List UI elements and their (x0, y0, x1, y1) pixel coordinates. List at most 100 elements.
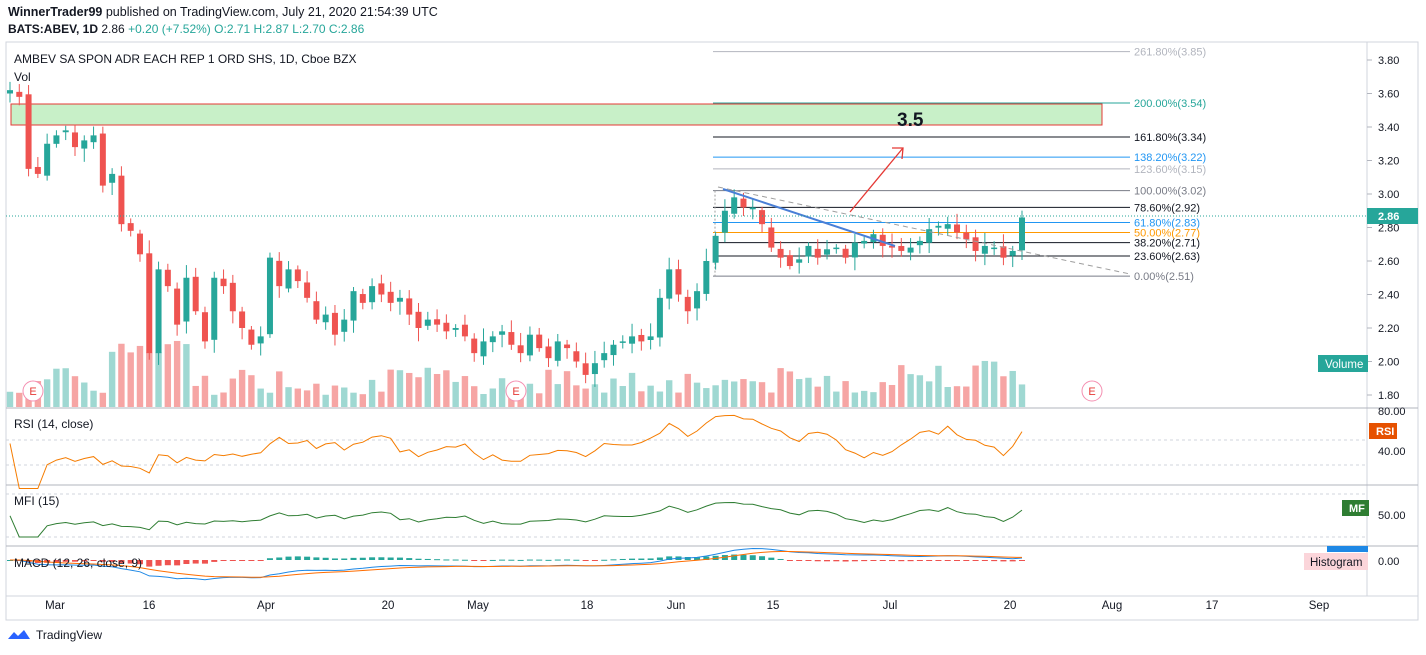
macd-histogram-bar (786, 560, 793, 561)
candle-body (146, 253, 153, 354)
price-axis[interactable]: 3.80 3.60 3.40 3.20 3.00 2.80 2.60 2.40 2.20 2.00… (1367, 55, 1399, 402)
price-tick-label: 3.00 (1378, 189, 1399, 201)
rsi-line (9, 414, 1023, 489)
fib-level-label: 38.20%(2.71) (1134, 238, 1200, 250)
resistance-zone-box[interactable] (10, 103, 1103, 126)
volume-bar (638, 391, 645, 407)
volume-bar (359, 394, 367, 407)
macd-histogram-bar (759, 556, 766, 560)
volume-bar (740, 379, 747, 407)
macd-histogram-bar (257, 560, 264, 561)
fib-retracement[interactable]: 261.80%(3.85) 200.00%(3.54) 161.80%(3.34) 1… (713, 47, 1206, 283)
mfi-label[interactable]: MFI (15) (14, 494, 60, 508)
ohlc-values: O:2.71 H:2.87 L:2.70 C:2.86 (214, 22, 365, 36)
macd-histogram-bar (266, 558, 273, 560)
candle-body (127, 223, 134, 231)
volume-bar (108, 351, 116, 407)
macd-histogram-bar (229, 560, 236, 561)
macd-histogram-bar (777, 558, 784, 560)
footer-brand-text: TradingView (36, 628, 103, 642)
candle-body (629, 336, 636, 344)
candle-body (387, 291, 394, 303)
candle-body (554, 341, 561, 361)
macd-histogram-bar (109, 560, 116, 562)
dashed-trend-line[interactable] (717, 186, 1131, 275)
volume-bar (879, 382, 886, 407)
volume-bar (43, 379, 51, 407)
rsi-tag-bg (1369, 423, 1397, 439)
macd-histogram-bar (619, 558, 626, 560)
macd-label[interactable]: MACD (12, 26, close, 9) (14, 556, 143, 570)
candle-body (322, 314, 329, 323)
volume-bar (582, 388, 589, 407)
candle-body (1009, 250, 1016, 256)
volume-bar (851, 392, 859, 407)
macd-histogram-bar (461, 559, 468, 561)
earnings-marker-icon (22, 380, 44, 402)
volume-bar (1000, 376, 1007, 407)
candle-body (647, 336, 654, 341)
candle-body (981, 245, 988, 254)
volume-bar (452, 381, 459, 407)
target-annotation[interactable]: 3.5 (897, 110, 924, 131)
candle-body (1019, 217, 1025, 251)
volume-bar (805, 377, 812, 407)
volume-bar (786, 371, 794, 407)
blue-trend-line[interactable] (722, 188, 896, 247)
volume-bar (795, 379, 803, 407)
fib-level-label: 161.80%(3.34) (1134, 132, 1206, 144)
candle-body (786, 255, 793, 267)
mfi-tag: MF (1349, 503, 1365, 515)
macd-histogram (7, 554, 1025, 567)
candle-body (972, 237, 979, 251)
macd-histogram-bar (916, 560, 923, 562)
macd-histogram-bar (591, 560, 598, 561)
macd-histogram-bar (155, 560, 162, 566)
volume-bar (536, 393, 543, 407)
volume-bar (368, 379, 376, 407)
volume-bar (990, 361, 998, 407)
candle-body (443, 322, 450, 332)
macd-histogram-bar (99, 560, 106, 562)
candle-body (44, 143, 51, 176)
author-name[interactable]: WinnerTrader99 (8, 5, 103, 19)
macd-histogram-bar (907, 560, 914, 562)
time-tick-label: Jul (883, 600, 898, 612)
volume-bar (823, 375, 831, 407)
candle-body (573, 351, 580, 362)
volume-bar (424, 367, 431, 407)
candle-body (25, 94, 32, 169)
candle-body (136, 233, 143, 255)
earnings-marker-label: E (512, 386, 519, 398)
time-tick-label: Apr (257, 600, 275, 612)
macd-histogram-bar (768, 557, 775, 560)
footer-brand[interactable]: TradingView (6, 627, 102, 643)
macd-histogram-bar (629, 558, 636, 560)
macd-histogram-bar (963, 560, 970, 561)
volume-bar (155, 352, 162, 407)
macd-histogram-bar (127, 560, 134, 564)
macd-histogram-bar (842, 560, 849, 562)
macd-histogram-bar (954, 560, 961, 561)
macd-histogram-bar (415, 558, 422, 560)
candle-body (879, 234, 886, 246)
macd-histogram-bar (861, 560, 868, 562)
time-tick-label: 18 (581, 600, 594, 612)
time-axis[interactable]: Mar 16 Apr 20 May 18 Jun 15 Jul 20 Aug 17 Sep (45, 600, 1329, 612)
candle-body (954, 224, 961, 233)
candle-body (694, 291, 701, 309)
candle-body (619, 341, 626, 343)
mfi-line (9, 501, 1023, 538)
macd-histogram-bar (879, 560, 886, 561)
fib-level-label: 200.00%(3.54) (1134, 98, 1206, 110)
target-arrow[interactable] (849, 147, 904, 213)
fib-level-label: 61.80%(2.83) (1134, 217, 1200, 229)
volume-bar (563, 371, 571, 407)
volume-bar (350, 392, 357, 407)
macd-histogram-bar (833, 560, 840, 562)
macd-histogram-bar (889, 560, 896, 562)
rsi-label[interactable]: RSI (14, close) (14, 417, 94, 431)
time-tick-label: Sep (1309, 600, 1329, 612)
